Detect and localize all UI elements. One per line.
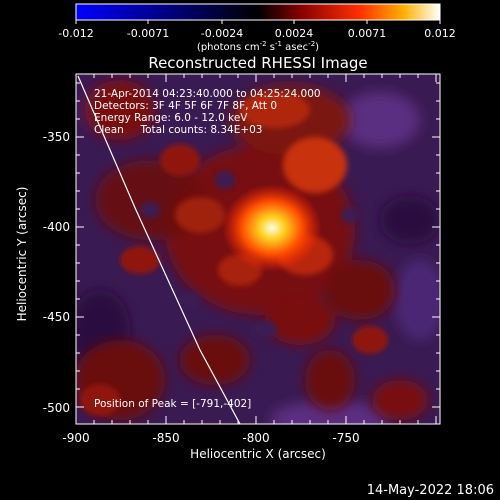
x-tick-label: -800 bbox=[242, 431, 269, 445]
info-block: 21-Apr-2014 04:23:40.000 to 04:25:24.000… bbox=[94, 88, 321, 136]
x-tick-label: -900 bbox=[62, 431, 89, 445]
colorbar-tick-label: 0.012 bbox=[424, 27, 456, 40]
x-tick-label: -850 bbox=[152, 431, 179, 445]
plot-frame bbox=[75, 73, 441, 425]
x-axis-label: Heliocentric X (arcsec) bbox=[190, 447, 326, 461]
y-tick-label: -400 bbox=[43, 220, 70, 234]
footer-timestamp: 14-May-2022 18:06 bbox=[367, 483, 494, 498]
info-detectors: Detectors: 3F 4F 5F 6F 7F 8F, Att 0 bbox=[94, 100, 277, 112]
info-energy-range: Energy Range: 6.0 - 12.0 keV bbox=[94, 112, 248, 124]
flare-peak bbox=[222, 184, 322, 272]
peak-position-label: Position of Peak = [-791,-402] bbox=[94, 398, 251, 410]
x-tick-label: -750 bbox=[332, 431, 359, 445]
bright-features bbox=[80, 92, 388, 416]
colorbar-tick-label: -0.0024 bbox=[201, 27, 243, 40]
colorbar-tick-label: -0.012 bbox=[58, 27, 93, 40]
y-tick-label: -500 bbox=[43, 401, 70, 415]
info-counts: Clean Total counts: 8.34E+03 bbox=[94, 124, 263, 136]
colorbar-units: (photons cm-2 s-1 asec-2) bbox=[197, 40, 319, 53]
y-axis-label: Heliocentric Y (arcsec) bbox=[15, 187, 29, 322]
axis-tick-marks bbox=[75, 74, 440, 424]
colorbar-tick-marks bbox=[75, 20, 441, 24]
info-time-range: 21-Apr-2014 04:23:40.000 to 04:25:24.000 bbox=[94, 88, 321, 100]
colorbar: -0.012 -0.0071 -0.0024 0.0024 0.0071 0.0… bbox=[58, 3, 456, 53]
y-tick-label: -450 bbox=[43, 310, 70, 324]
solar-image bbox=[76, 74, 440, 424]
colorbar-tick-label: 0.0024 bbox=[275, 27, 314, 40]
y-tick-label: -350 bbox=[43, 130, 70, 144]
colorbar-tick-label: -0.0071 bbox=[127, 27, 169, 40]
colorbar-tick-label: 0.0071 bbox=[348, 27, 387, 40]
colorbar-gradient bbox=[75, 3, 441, 21]
solar-limb-line bbox=[77, 75, 241, 424]
image-title: Reconstructed RHESSI Image bbox=[148, 54, 367, 72]
